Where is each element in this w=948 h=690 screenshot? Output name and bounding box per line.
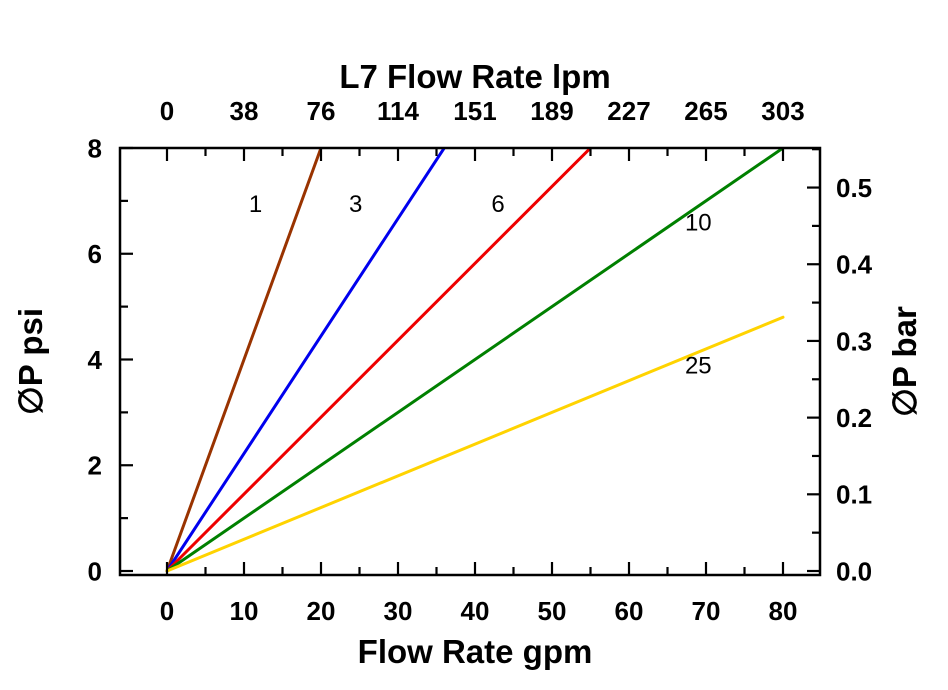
left-tick-label: 2 — [88, 451, 102, 481]
bottom-tick-label: 70 — [692, 596, 721, 626]
right-tick-label: 0.2 — [836, 403, 872, 433]
right-tick-label: 0.0 — [836, 556, 872, 586]
left-tick-label: 0 — [88, 556, 102, 586]
right-tick-label: 0.5 — [836, 173, 872, 203]
top-tick-label: 189 — [530, 96, 573, 126]
left-tick-label: 4 — [88, 345, 103, 375]
series-label-6: 6 — [491, 191, 504, 218]
left-tick-label: 6 — [88, 239, 102, 269]
top-tick-label: 114 — [377, 96, 419, 126]
top-tick-label: 303 — [761, 96, 804, 126]
bottom-tick-label: 20 — [307, 596, 336, 626]
right-axis-title: ∅P bar — [886, 306, 923, 417]
bottom-axis-title: Flow Rate gpm — [358, 633, 593, 670]
top-axis-title: L7 Flow Rate lpm — [339, 58, 610, 95]
series-line-25 — [165, 315, 785, 573]
top-tick-label: 151 — [453, 96, 496, 126]
bottom-tick-label: 60 — [615, 596, 644, 626]
top-tick-label: 0 — [160, 96, 174, 126]
left-tick-label: 8 — [88, 133, 102, 163]
series-label-1: 1 — [249, 191, 262, 218]
top-tick-label: 38 — [230, 96, 259, 126]
left-axis-title: ∅P psi — [12, 308, 49, 415]
series-line-6 — [165, 148, 592, 573]
right-tick-label: 0.1 — [836, 480, 872, 510]
series-group — [165, 148, 785, 573]
plot-border — [118, 146, 822, 577]
right-tick-label: 0.4 — [836, 250, 873, 280]
series-line-3 — [165, 148, 446, 573]
series-label-10: 10 — [685, 210, 712, 237]
bottom-tick-label: 30 — [384, 596, 413, 626]
bottom-tick-label: 50 — [538, 596, 567, 626]
right-tick-label: 0.3 — [836, 326, 872, 356]
series-label-25: 25 — [685, 352, 712, 379]
series-label-3: 3 — [349, 191, 362, 218]
bottom-tick-label: 80 — [769, 596, 798, 626]
top-tick-label: 76 — [307, 96, 336, 126]
bottom-tick-label: 10 — [230, 596, 259, 626]
bottom-tick-label: 40 — [461, 596, 490, 626]
top-tick-label: 265 — [684, 96, 727, 126]
series-line-10 — [165, 148, 785, 573]
bottom-tick-label: 0 — [160, 596, 174, 626]
series-line-1 — [165, 148, 323, 573]
top-tick-label: 227 — [607, 96, 650, 126]
